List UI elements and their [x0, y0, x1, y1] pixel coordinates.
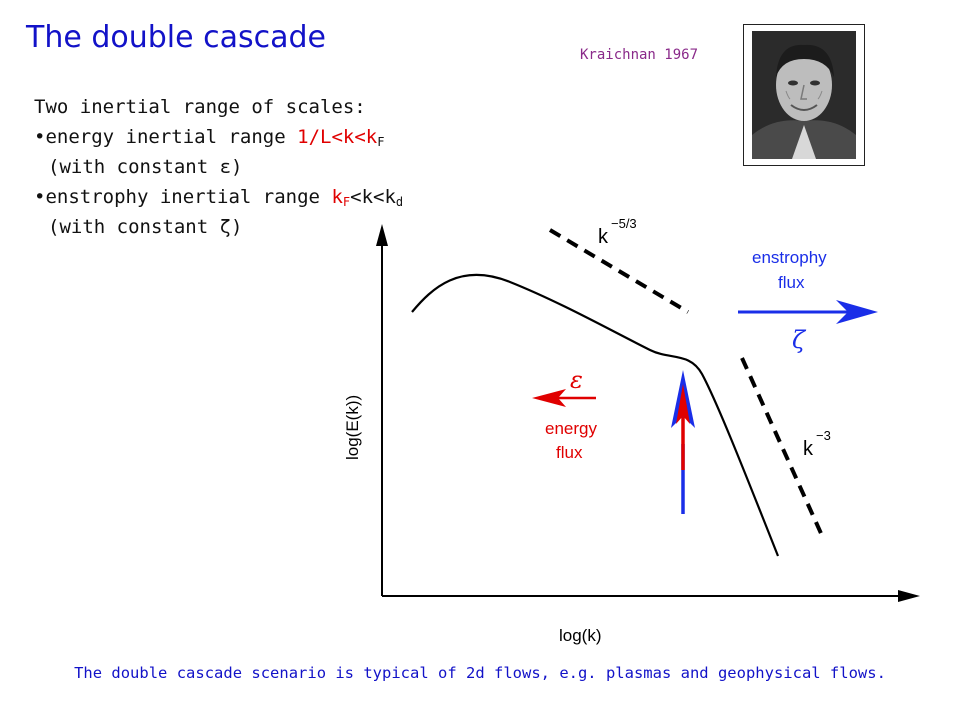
x-axis-arrowhead — [898, 590, 920, 602]
energy-constant-symbol: ε — [219, 156, 232, 178]
portrait-photo — [743, 24, 865, 166]
footer-caption: The double cascade scenario is typical o… — [74, 664, 886, 682]
enstrophy-k1: k — [331, 186, 343, 208]
bullet: • — [34, 186, 46, 208]
energy-constant-close: ) — [231, 156, 243, 178]
intro-line: Two inertial range of scales: — [34, 96, 366, 118]
enstrophy-flux-label-1: enstrophy — [752, 248, 827, 267]
slope-3-dashed-line — [740, 357, 826, 541]
enstrophy-k1-sub: F — [342, 195, 351, 209]
x-axis-label: log(k) — [559, 626, 602, 645]
enstrophy-constant-close: ) — [231, 216, 243, 238]
enstrophy-range-mid: <k<k — [350, 186, 396, 208]
y-axis-arrowhead — [376, 224, 388, 246]
enstrophy-flux-label-2: flux — [778, 273, 805, 292]
citation-credit: Kraichnan 1967 — [580, 47, 699, 63]
enstrophy-flux-arrowhead — [836, 300, 878, 324]
enstrophy-k2-sub: d — [395, 195, 404, 209]
energy-constant-line: (with constant ε) — [34, 152, 403, 182]
energy-flux-label-2: flux — [556, 443, 583, 462]
energy-flux-arrowhead — [532, 389, 566, 407]
enstrophy-range-text: enstrophy inertial range — [45, 186, 332, 208]
energy-range-line: •energy inertial range 1/L<k<kF — [34, 122, 403, 152]
y-axis-label: log(E(k)) — [343, 395, 362, 460]
enstrophy-flux-symbol: ζ — [792, 326, 807, 354]
energy-flux-symbol: ε — [570, 366, 583, 394]
energy-range-bounds: 1/L<k<k — [297, 126, 378, 148]
slope-53-exponent: −5/3 — [611, 216, 637, 231]
slope-3-exponent: −3 — [816, 428, 831, 443]
enstrophy-constant-symbol: ζ — [219, 216, 232, 238]
energy-constant-open: (with constant — [48, 156, 220, 178]
enstrophy-range-line: •enstrophy inertial range kF<k<kd — [34, 182, 403, 212]
slope-53-dashed-line — [548, 228, 690, 314]
inertial-ranges-text: Two inertial range of scales: •energy in… — [34, 92, 403, 242]
enstrophy-constant-open: (with constant — [48, 216, 220, 238]
slide-title: The double cascade — [26, 20, 326, 55]
bullet: • — [34, 126, 46, 148]
enstrophy-constant-line: (with constant ζ) — [34, 212, 403, 242]
slope-53-base: k — [598, 226, 609, 248]
energy-flux-label-1: energy — [545, 419, 597, 438]
spectrum-curve — [411, 273, 780, 557]
energy-range-sub: F — [377, 135, 385, 149]
forcing-arrowhead-inner — [676, 384, 690, 424]
slope-3-base: k — [803, 438, 814, 460]
energy-range-text: energy inertial range — [45, 126, 298, 148]
